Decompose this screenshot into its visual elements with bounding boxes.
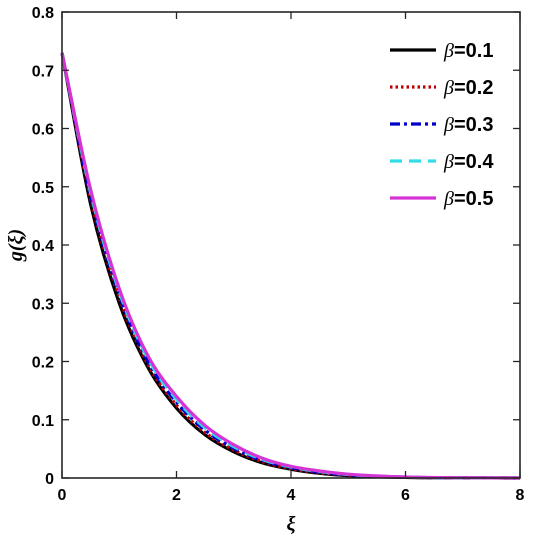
legend-label-2: β=0.2 (443, 77, 493, 99)
legend-label-4: β=0.4 (443, 151, 494, 173)
curves (60, 52, 521, 480)
plot-background (62, 12, 520, 478)
y-tick-label: 0.4 (32, 238, 54, 255)
legend-label-1: β=0.1 (443, 40, 493, 62)
x-tick-label: 6 (401, 487, 410, 504)
x-tick-label: 4 (287, 487, 296, 504)
x-tick-label: 2 (172, 487, 181, 504)
legend-label-5: β=0.5 (443, 188, 493, 210)
x-tick-label: 0 (58, 487, 67, 504)
legend-label-3: β=0.3 (443, 114, 493, 136)
series-line-5 (60, 52, 521, 480)
y-axis-ticks: 0 0.1 0.2 0.3 0.4 0.5 0.6 0.7 0.8 (32, 5, 520, 488)
y-axis-label: g(ξ) (5, 229, 27, 262)
y-tick-label: 0.6 (32, 122, 54, 139)
y-tick-label: 0.8 (32, 5, 54, 22)
y-tick-label: 0.3 (32, 296, 54, 313)
x-axis-ticks: 0 2 4 6 8 (58, 12, 525, 504)
x-tick-label: 8 (516, 487, 525, 504)
y-tick-label: 0.2 (32, 355, 54, 372)
y-tick-label: 0.1 (32, 413, 54, 430)
y-tick-label: 0 (45, 471, 54, 488)
x-axis-label: ξ (287, 513, 296, 535)
plot-area (62, 12, 520, 478)
y-tick-label: 0.7 (32, 63, 54, 80)
legend: β=0.1 β=0.2 β=0.3 β=0.4 β=0.5 (390, 40, 494, 210)
y-tick-label: 0.5 (32, 180, 54, 197)
